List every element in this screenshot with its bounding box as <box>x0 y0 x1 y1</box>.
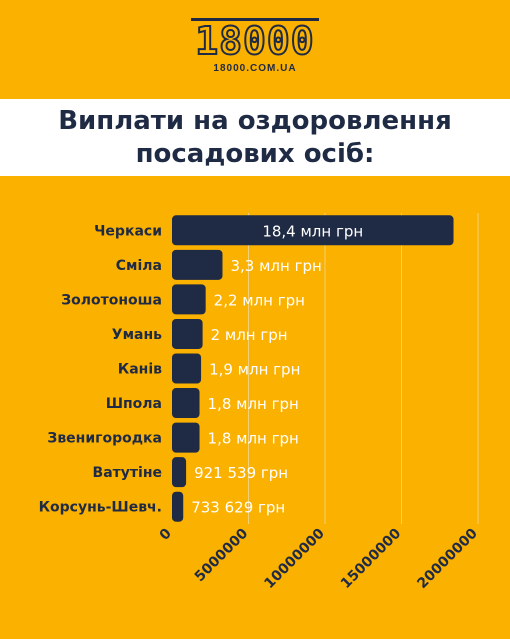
category-label: Ватутіне <box>93 465 162 481</box>
category-label: Сміла <box>116 258 162 274</box>
bar <box>172 388 200 419</box>
value-label: 921 539 грн <box>194 464 288 482</box>
bar <box>172 422 200 453</box>
value-label: 18,4 млн грн <box>262 222 363 240</box>
tick-label: 10000000 <box>261 525 328 592</box>
logo-number: 18000 <box>191 18 319 62</box>
tick-label: 20000000 <box>414 525 481 592</box>
tick-label: 0 <box>157 525 175 543</box>
bar <box>172 284 206 315</box>
category-label: Корсунь-Шевч. <box>39 500 162 516</box>
value-label: 1,8 млн грн <box>208 430 299 448</box>
tick-label: 15000000 <box>338 525 405 592</box>
value-label: 2,2 млн грн <box>214 291 305 309</box>
value-label: 2 млн грн <box>211 326 288 344</box>
category-label: Золотоноша <box>61 292 162 308</box>
value-label: 1,8 млн грн <box>208 395 299 413</box>
logo: 18000 18000.COM.UA <box>0 18 510 74</box>
bar <box>172 457 187 488</box>
tick-label: 5000000 <box>192 525 252 585</box>
bar <box>172 353 202 384</box>
category-label: Черкаси <box>94 223 162 239</box>
category-label: Умань <box>112 327 162 343</box>
value-label: 3,3 млн грн <box>230 257 321 275</box>
bar <box>172 215 454 246</box>
logo-url: 18000.COM.UA <box>213 63 297 74</box>
chart-title: Виплати на оздоровлення посадових осіб: <box>58 105 452 169</box>
category-label: Канів <box>118 362 162 378</box>
bar <box>172 249 223 280</box>
value-label: 733 629 грн <box>191 499 285 517</box>
title-band: Виплати на оздоровлення посадових осіб: <box>0 99 510 176</box>
bar <box>172 491 184 522</box>
value-label: 1,9 млн грн <box>209 361 300 379</box>
bar <box>172 318 203 349</box>
category-label: Шпола <box>106 396 162 412</box>
category-label: Звенигородка <box>47 431 162 447</box>
